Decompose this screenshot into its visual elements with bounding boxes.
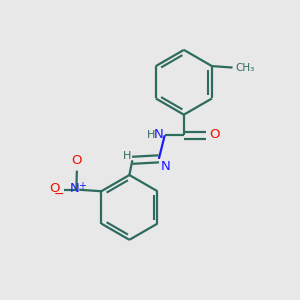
Text: O: O — [72, 154, 82, 167]
Text: +: + — [78, 181, 86, 190]
Text: H: H — [122, 151, 131, 161]
Text: N: N — [160, 160, 170, 173]
Text: N: N — [154, 128, 163, 141]
Text: O: O — [50, 182, 60, 195]
Text: −: − — [53, 188, 64, 201]
Text: H: H — [147, 130, 155, 140]
Text: CH₃: CH₃ — [235, 63, 254, 73]
Text: O: O — [209, 128, 219, 141]
Text: N: N — [70, 182, 80, 195]
